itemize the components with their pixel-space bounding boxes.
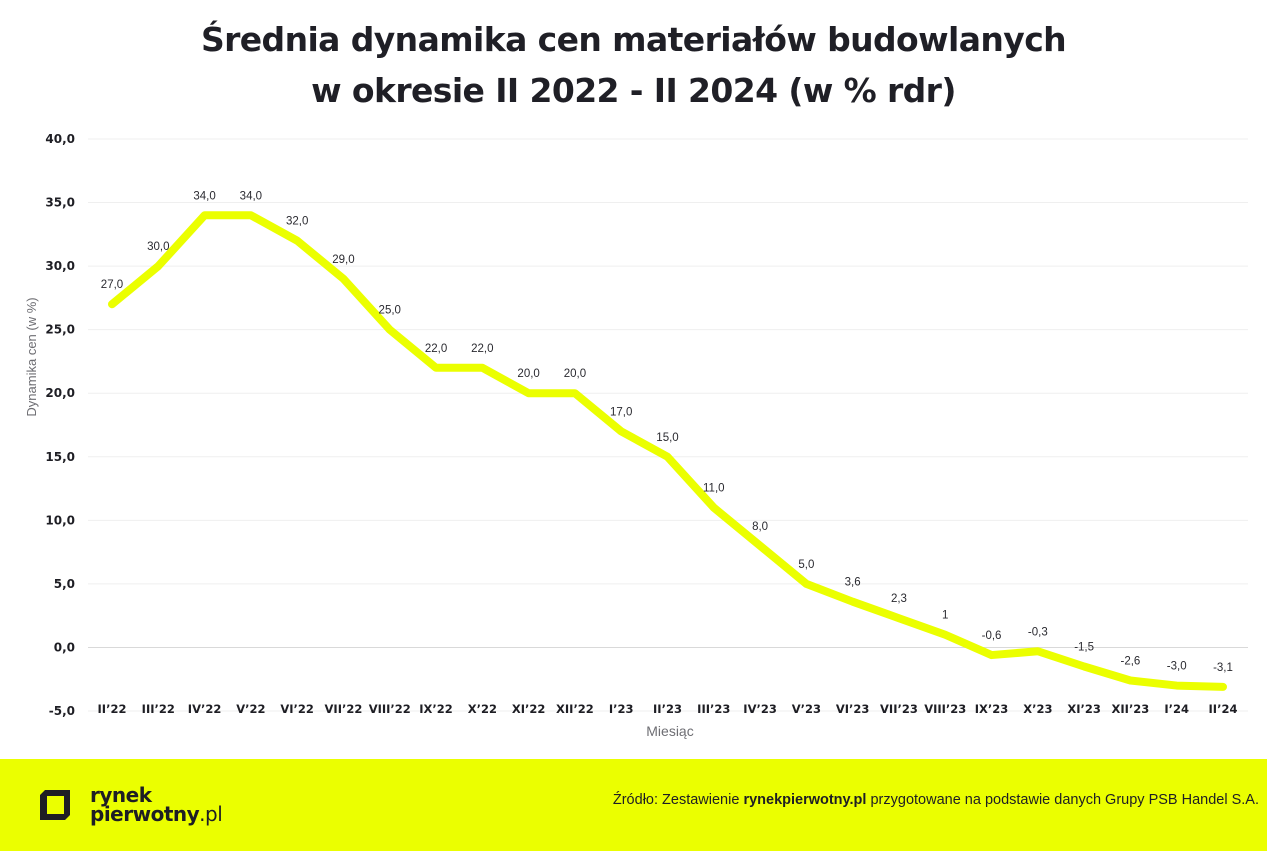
x-tick-label: XII’23 — [1112, 702, 1150, 716]
y-tick-label: 20,0 — [45, 386, 75, 400]
x-tick-label: II’22 — [98, 702, 127, 716]
x-tick-label: XI’22 — [512, 702, 546, 716]
data-label: 34,0 — [193, 190, 215, 202]
x-tick-label: V’23 — [792, 702, 821, 716]
x-tick-label: III’22 — [142, 702, 175, 716]
logo-square-icon — [40, 790, 70, 820]
x-tick-label: II’23 — [653, 702, 682, 716]
x-tick-label: X’23 — [1023, 702, 1052, 716]
x-tick-label: V’22 — [236, 702, 265, 716]
y-tick-label: 15,0 — [45, 450, 75, 464]
data-label: 29,0 — [332, 254, 354, 266]
data-label: -0,6 — [982, 630, 1002, 642]
x-tick-label: X’22 — [468, 702, 497, 716]
data-label: 2,3 — [891, 593, 907, 605]
x-tick-label: IX’22 — [419, 702, 453, 716]
x-tick-label: VI’23 — [836, 702, 870, 716]
data-label: -2,6 — [1121, 655, 1141, 667]
x-axis-label: Miesiąc — [646, 723, 693, 739]
data-labels: 27,0 30,0 34,0 34,0 32,0 29,0 25,0 22,0 22,0 20,0… — [101, 190, 1233, 674]
x-tick-label: IV’23 — [743, 702, 777, 716]
footer-bar — [0, 759, 1267, 851]
source-note: Źródło: Zestawienie rynekpierwotny.pl pr… — [613, 792, 1259, 808]
data-label: 25,0 — [379, 305, 401, 317]
x-tick-label: VII’22 — [325, 702, 363, 716]
y-tick-label: 5,0 — [54, 577, 75, 591]
x-tick-label: II’24 — [1209, 702, 1238, 716]
x-tick-label: IX’23 — [975, 702, 1009, 716]
brand-logo[interactable]: rynek pierwotny.pl — [38, 783, 223, 826]
chart-title-line1: Średnia dynamika cen materiałów budowlan… — [200, 20, 1067, 59]
logo-line2: pierwotny — [90, 802, 200, 826]
x-tick-label: I’24 — [1164, 702, 1189, 716]
data-label: 22,0 — [425, 343, 447, 355]
data-label: -0,3 — [1028, 626, 1048, 638]
data-label: -3,1 — [1213, 662, 1233, 674]
logo-suffix: .pl — [199, 802, 223, 826]
data-label: 5,0 — [798, 559, 814, 571]
logo-text: rynek pierwotny.pl — [90, 783, 223, 826]
data-label: 20,0 — [517, 368, 539, 380]
y-tick-label: 40,0 — [45, 132, 75, 146]
data-label: -3,0 — [1167, 661, 1187, 673]
data-label: -1,5 — [1074, 642, 1094, 654]
y-tick-label: 10,0 — [45, 513, 75, 527]
data-label: 32,0 — [286, 216, 308, 228]
y-tick-label: -5,0 — [49, 704, 75, 718]
data-label: 1 — [942, 610, 948, 622]
x-tick-label: VII’23 — [880, 702, 918, 716]
y-axis-ticks: -5,0 0,0 5,0 10,0 15,0 20,0 25,0 30,0 35,0 40,0 — [45, 132, 75, 718]
data-label: 17,0 — [610, 406, 632, 418]
data-label: 8,0 — [752, 521, 768, 533]
data-label: 15,0 — [656, 432, 678, 444]
chart-title: Średnia dynamika cen materiałów budowlan… — [0, 14, 1267, 116]
y-axis-label: Dynamika cen (w %) — [24, 297, 39, 416]
x-tick-label: VIII’22 — [369, 702, 411, 716]
x-tick-label: XI’23 — [1067, 702, 1101, 716]
data-label: 20,0 — [564, 368, 586, 380]
gridlines — [88, 138, 1248, 712]
x-axis-ticks: II’22 III’22 IV’22 V’22 VI’22 VII’22 VIII’22 IX… — [98, 702, 1238, 716]
y-tick-label: 30,0 — [45, 259, 75, 273]
series-line — [108, 211, 1227, 691]
logo-line1: rynek — [90, 783, 152, 807]
x-tick-label: XII’22 — [556, 702, 594, 716]
x-tick-label: IV’22 — [188, 702, 222, 716]
data-label: 11,0 — [703, 483, 725, 495]
x-tick-label: VI’22 — [280, 702, 314, 716]
source-suffix: przygotowane na podstawie danych Grupy P… — [866, 792, 1259, 808]
x-tick-label: III’23 — [697, 702, 730, 716]
x-tick-label: VIII’23 — [924, 702, 966, 716]
data-label: 34,0 — [240, 190, 262, 202]
source-prefix: Źródło: Zestawienie — [612, 792, 744, 808]
data-label: 3,6 — [845, 577, 861, 589]
data-label: 22,0 — [471, 343, 493, 355]
y-tick-label: 35,0 — [45, 196, 75, 210]
y-tick-label: 0,0 — [54, 640, 75, 654]
y-tick-label: 25,0 — [45, 323, 75, 337]
x-tick-label: I’23 — [609, 702, 634, 716]
data-label: 30,0 — [147, 241, 169, 253]
line-chart: -5,00,05,010,015,020,025,030,035,040,0 I… — [24, 132, 1248, 739]
source-link[interactable]: rynekpierwotny.pl — [743, 792, 867, 808]
chart-title-line2: w okresie II 2022 - II 2024 (w % rdr) — [311, 71, 956, 110]
data-label: 27,0 — [101, 279, 123, 291]
